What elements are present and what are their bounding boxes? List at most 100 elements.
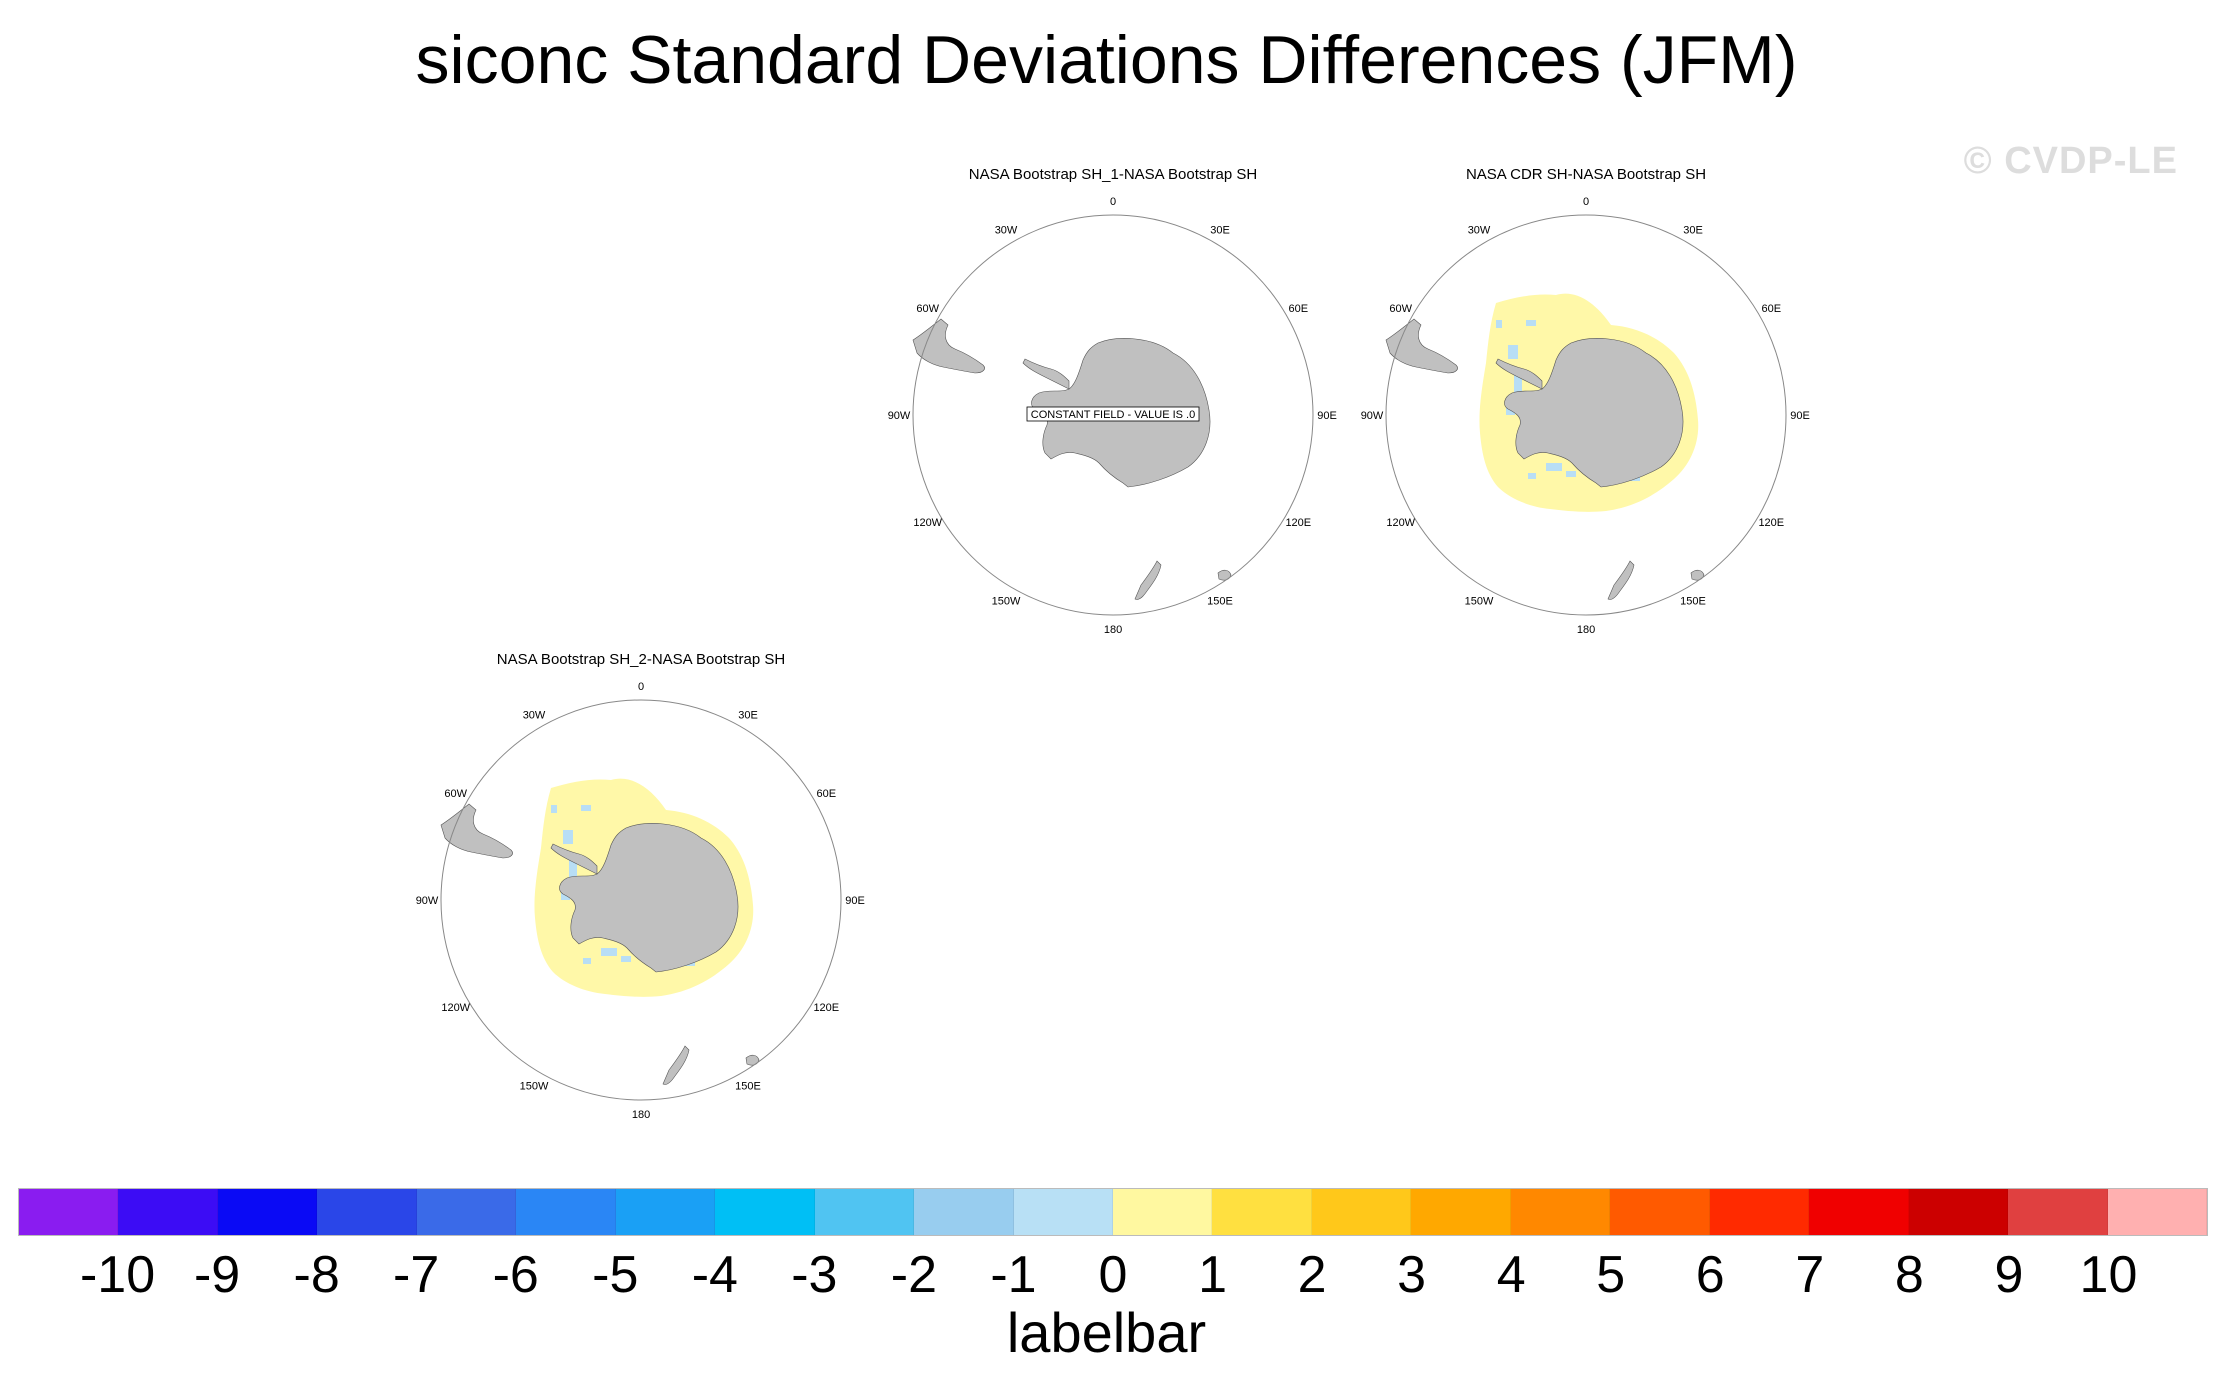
panel-title-sh2: NASA Bootstrap SH_2-NASA Bootstrap SH — [496, 651, 786, 668]
longitude-label: 90W — [888, 410, 911, 422]
colorbar-tick-label: -7 — [393, 1246, 440, 1304]
colorbar-swatch — [19, 1189, 119, 1235]
longitude-label: 120W — [913, 517, 942, 529]
colorbar-tick-label: 8 — [1894, 1246, 1924, 1304]
sea-ice-negative-cell — [551, 805, 557, 813]
colorbar-tick-label: -1 — [990, 1246, 1037, 1304]
colorbar-tick-label: 2 — [1297, 1246, 1327, 1304]
colorbar-swatch — [1709, 1189, 1810, 1235]
longitude-label: 150E — [735, 1080, 761, 1092]
longitude-label: 150E — [1680, 595, 1706, 607]
colorbar-swatch — [516, 1189, 616, 1235]
colorbar-swatch — [1510, 1189, 1611, 1235]
longitude-label: 30W — [1468, 225, 1491, 237]
sea-ice-negative-cell — [621, 956, 631, 962]
colorbar-swatch — [1908, 1189, 2009, 1235]
tasmania-land — [1217, 569, 1232, 581]
new-zealand-land — [1134, 560, 1162, 600]
new-zealand-land — [1607, 560, 1635, 600]
colorbar-swatch — [416, 1189, 517, 1235]
polar-map-sh2: 0 30E 60E 90E 120E 150E 180 150W 120W 90W 60W 30W — [416, 681, 865, 1121]
colorbar-swatch — [1610, 1189, 1710, 1235]
colorbar-tick-label: 10 — [2079, 1246, 2138, 1304]
map-frame — [912, 214, 1314, 616]
sea-ice-negative-cell — [1508, 345, 1518, 359]
colorbar-swatch — [2107, 1189, 2207, 1235]
colorbar — [18, 1188, 2208, 1236]
sea-ice-negative-cell — [563, 830, 573, 844]
sea-ice-negative-cell — [581, 805, 591, 811]
colorbar-swatch — [615, 1189, 716, 1235]
colorbar-tick-label: 3 — [1397, 1246, 1427, 1304]
sea-ice-negative-cell — [601, 948, 617, 956]
tasmania-land — [1690, 569, 1705, 581]
watermark: © CVDP-LE — [1963, 140, 2178, 182]
colorbar-swatch — [1013, 1189, 1113, 1235]
colorbar-swatch — [814, 1189, 915, 1235]
longitude-label: 0 — [1583, 196, 1589, 208]
colorbar-tick-label: 0 — [1098, 1246, 1128, 1304]
colorbar-tick-label: 6 — [1695, 1246, 1725, 1304]
longitude-label: 120W — [441, 1002, 470, 1014]
longitude-label: 60E — [1762, 303, 1782, 315]
longitude-label: 120E — [1758, 517, 1784, 529]
map-frame — [1385, 214, 1787, 616]
colorbar-tick-label: 5 — [1596, 1246, 1626, 1304]
colorbar-tick-label: 9 — [1994, 1246, 2024, 1304]
colorbar-swatch — [715, 1189, 815, 1235]
new-zealand-land — [662, 1045, 690, 1085]
polar-map-cdr: 0 30E 60E 90E 120E 150E 180 150W 120W 90W 60W 30W — [1361, 196, 1810, 636]
colorbar-tick-label: -6 — [492, 1246, 539, 1304]
sea-ice-negative-cell — [1528, 473, 1536, 479]
longitude-label: 150W — [992, 595, 1021, 607]
polar-map-sh1: 0 30E 60E 90E 120E 150E 180 150W 120W 90W 60W 30W CO… — [888, 196, 1337, 636]
colorbar-swatch — [317, 1189, 417, 1235]
tasmania-land — [745, 1054, 760, 1066]
longitude-label: 120W — [1386, 517, 1415, 529]
sea-ice-negative-cell — [1526, 320, 1536, 326]
longitude-label: 0 — [1110, 196, 1116, 208]
longitude-label: 150E — [1207, 595, 1233, 607]
figure-title: siconc Standard Deviations Differences (… — [415, 22, 1798, 98]
panel-title-cdr: NASA CDR SH-NASA Bootstrap SH — [1465, 166, 1707, 183]
colorbar-swatch — [1809, 1189, 1909, 1235]
colorbar-swatch — [1212, 1189, 1312, 1235]
sea-ice-negative-cell — [1496, 320, 1502, 328]
colorbar-swatch — [2008, 1189, 2108, 1235]
antarctic-peninsula-land — [550, 843, 598, 875]
colorbar-swatch — [217, 1189, 318, 1235]
longitude-label: 180 — [1577, 624, 1595, 636]
colorbar-tick-label: -8 — [293, 1246, 340, 1304]
antarctic-peninsula-land — [1495, 358, 1543, 390]
colorbar-swatch — [1411, 1189, 1511, 1235]
longitude-label: 180 — [632, 1109, 650, 1121]
sea-ice-negative-cell — [583, 958, 591, 964]
colorbar-tick-label: -9 — [193, 1246, 241, 1304]
longitude-label: 90E — [845, 895, 865, 907]
longitude-label: 150W — [520, 1080, 549, 1092]
longitude-label: 120E — [1285, 517, 1311, 529]
sea-ice-negative-cell — [569, 860, 577, 882]
longitude-label: 30E — [738, 710, 758, 722]
longitude-label: 60W — [916, 303, 939, 315]
colorbar-swatch — [1112, 1189, 1213, 1235]
colorbar-caption: labelbar — [1006, 1301, 1207, 1364]
longitude-label: 30E — [1210, 225, 1230, 237]
colorbar-tick-label: -3 — [791, 1246, 838, 1304]
constant-field-note-text: CONSTANT FIELD - VALUE IS .0 — [1031, 409, 1195, 421]
longitude-label: 150W — [1465, 595, 1494, 607]
longitude-label: 60E — [1289, 303, 1309, 315]
sea-ice-negative-cell — [1514, 375, 1522, 397]
longitude-label: 30W — [995, 225, 1018, 237]
longitude-label: 90E — [1317, 410, 1337, 422]
colorbar-swatch — [1311, 1189, 1412, 1235]
longitude-label: 0 — [638, 681, 644, 693]
colorbar-tick-label: -2 — [890, 1246, 938, 1304]
longitude-label: 60E — [817, 788, 837, 800]
longitude-label: 120E — [813, 1002, 839, 1014]
longitude-label: 60W — [444, 788, 467, 800]
longitude-label: 90W — [1361, 410, 1384, 422]
colorbar-tick-label: 4 — [1496, 1246, 1526, 1304]
antarctic-peninsula-land — [1022, 358, 1070, 390]
colorbar-swatch — [914, 1189, 1014, 1235]
